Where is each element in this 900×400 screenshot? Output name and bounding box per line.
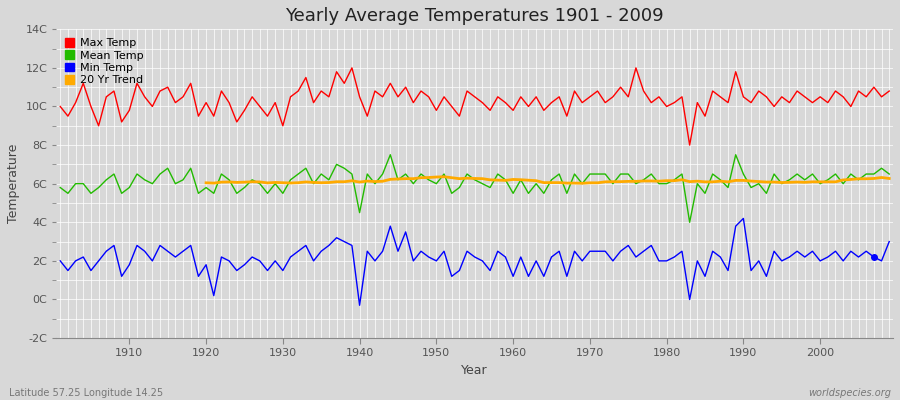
Legend: Max Temp, Mean Temp, Min Temp, 20 Yr Trend: Max Temp, Mean Temp, Min Temp, 20 Yr Tre… xyxy=(62,35,147,89)
Text: Latitude 57.25 Longitude 14.25: Latitude 57.25 Longitude 14.25 xyxy=(9,388,163,398)
Text: worldspecies.org: worldspecies.org xyxy=(808,388,891,398)
Title: Yearly Average Temperatures 1901 - 2009: Yearly Average Temperatures 1901 - 2009 xyxy=(285,7,664,25)
X-axis label: Year: Year xyxy=(462,364,488,377)
Y-axis label: Temperature: Temperature xyxy=(7,144,20,223)
